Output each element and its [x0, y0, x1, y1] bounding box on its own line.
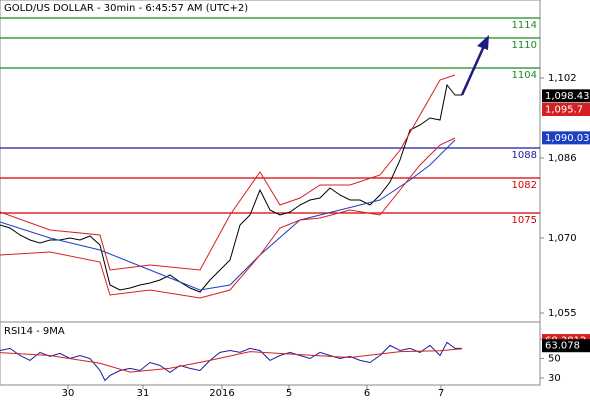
x-tick-label: 2016	[209, 388, 234, 399]
x-tick-label: 5	[286, 388, 292, 399]
price-tag	[542, 89, 590, 103]
y-tick-label: 1,102	[548, 73, 577, 84]
level-label: 1075	[512, 215, 537, 226]
series-line	[0, 139, 456, 291]
y-tick-label: 50	[548, 353, 561, 364]
forecast-arrow	[460, 35, 489, 96]
series-line	[0, 74, 456, 271]
price-tag-label: 1,098.43	[545, 91, 590, 102]
level-label: 1114	[512, 20, 537, 31]
series-line	[0, 137, 456, 299]
level-label: 1104	[512, 70, 537, 81]
price-tag-label: 63.078	[545, 341, 580, 352]
level-label: 1088	[512, 150, 537, 161]
price-tag	[542, 103, 590, 116]
price-tag	[542, 339, 590, 353]
series-line	[0, 341, 462, 382]
level-label: 1082	[512, 180, 537, 191]
chart-title: GOLD/US DOLLAR - 30min - 6:45:57 AM (UTC…	[4, 3, 248, 14]
series-line	[0, 83, 462, 293]
rsi-title: RSI14 - 9MA	[4, 326, 65, 337]
x-tick-label: 31	[137, 388, 150, 399]
plot-frame	[0, 0, 541, 386]
y-tick-label: 1,055	[548, 308, 577, 319]
level-label: 1110	[512, 40, 537, 51]
y-tick-label: 1,086	[548, 153, 577, 164]
x-tick-label: 30	[62, 388, 75, 399]
series-line	[0, 348, 463, 373]
price-tag-label: 1,090.03	[545, 133, 590, 144]
y-tick-label: 30	[548, 373, 561, 384]
price-tag	[542, 131, 590, 145]
x-tick-label: 7	[438, 388, 444, 399]
x-tick-label: 6	[364, 388, 370, 399]
price-tag-label: 1,095.7	[545, 105, 583, 116]
y-tick-label: 1,070	[548, 233, 577, 244]
